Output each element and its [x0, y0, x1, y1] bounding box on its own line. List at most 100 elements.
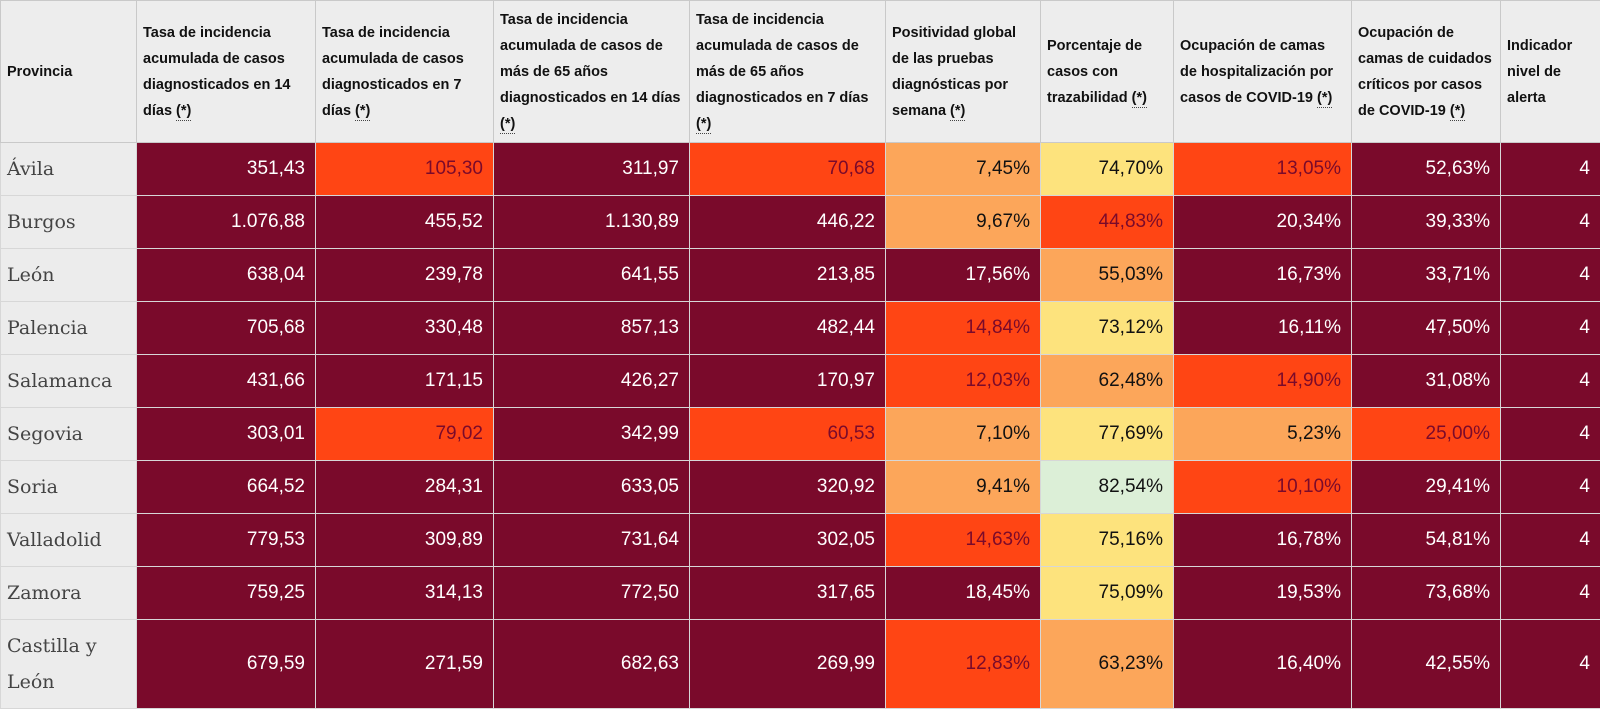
table-cell: 16,11% — [1173, 301, 1352, 355]
table-cell: 14,90% — [1173, 354, 1352, 408]
table-cell: 25,00% — [1351, 407, 1501, 461]
table-row: Salamanca 431,66 171,15 426,27 170,97 12,03% 6… — [0, 354, 1600, 408]
table-cell: 682,63 — [493, 619, 690, 709]
table-cell: 14,63% — [885, 513, 1041, 567]
header-incidencia-7d: Tasa de incidencia acumulada de casos di… — [315, 0, 494, 143]
table-cell: 47,50% — [1351, 301, 1501, 355]
table-cell: 5,23% — [1173, 407, 1352, 461]
province-name: Segovia — [0, 407, 137, 461]
province-name: Soria — [0, 460, 137, 514]
table-cell: 18,45% — [885, 566, 1041, 620]
table-row: Zamora 759,25 314,13 772,50 317,65 18,45% 75,0… — [0, 566, 1600, 620]
table-cell: 4 — [1500, 566, 1600, 620]
table-cell: 314,13 — [315, 566, 494, 620]
table-cell: 759,25 — [136, 566, 316, 620]
table-row: Ávila 351,43 105,30 311,97 70,68 7,45% 74,70% 1… — [0, 142, 1600, 196]
table-cell: 330,48 — [315, 301, 494, 355]
table-cell: 311,97 — [493, 142, 690, 196]
table-cell: 73,12% — [1040, 301, 1174, 355]
table-cell: 170,97 — [689, 354, 886, 408]
table-cell: 772,50 — [493, 566, 690, 620]
table-cell: 4 — [1500, 354, 1600, 408]
table-cell: 455,52 — [315, 195, 494, 249]
table-row: Castilla y León 679,59 271,59 682,63 269,99 1… — [0, 619, 1600, 709]
footnote-link[interactable]: (*) — [696, 115, 712, 134]
table-row: Palencia 705,68 330,48 857,13 482,44 14,84% 73… — [0, 301, 1600, 355]
table-cell: 7,10% — [885, 407, 1041, 461]
table-cell: 857,13 — [493, 301, 690, 355]
table-cell: 213,85 — [689, 248, 886, 302]
table-cell: 664,52 — [136, 460, 316, 514]
footnote-link[interactable]: (*) — [176, 102, 192, 121]
table-cell: 705,68 — [136, 301, 316, 355]
footnote-link[interactable]: (*) — [1131, 89, 1147, 108]
table-cell: 171,15 — [315, 354, 494, 408]
table-cell: 9,67% — [885, 195, 1041, 249]
table-cell: 54,81% — [1351, 513, 1501, 567]
table-cell: 33,71% — [1351, 248, 1501, 302]
table-cell: 317,65 — [689, 566, 886, 620]
table-cell: 13,05% — [1173, 142, 1352, 196]
table-cell: 4 — [1500, 619, 1600, 709]
table-cell: 29,41% — [1351, 460, 1501, 514]
table-cell: 9,41% — [885, 460, 1041, 514]
table-cell: 4 — [1500, 460, 1600, 514]
footnote-link[interactable]: (*) — [1317, 89, 1333, 108]
table-cell: 55,03% — [1040, 248, 1174, 302]
table-cell: 4 — [1500, 513, 1600, 567]
table-cell: 269,99 — [689, 619, 886, 709]
table-cell: 4 — [1500, 142, 1600, 196]
table-cell: 342,99 — [493, 407, 690, 461]
footnote-link[interactable]: (*) — [355, 102, 371, 121]
table-cell: 16,73% — [1173, 248, 1352, 302]
table-cell: 426,27 — [493, 354, 690, 408]
table-cell: 309,89 — [315, 513, 494, 567]
province-name: Ávila — [0, 142, 137, 196]
table-cell: 446,22 — [689, 195, 886, 249]
table-cell: 16,40% — [1173, 619, 1352, 709]
table-cell: 284,31 — [315, 460, 494, 514]
header-camas-criticos: Ocupación de camas de cuidados críticos … — [1351, 0, 1501, 143]
province-name: Salamanca — [0, 354, 137, 408]
table-cell: 75,09% — [1040, 566, 1174, 620]
table-cell: 638,04 — [136, 248, 316, 302]
table-cell: 679,59 — [136, 619, 316, 709]
table-cell: 77,69% — [1040, 407, 1174, 461]
table-row: Burgos 1.076,88 455,52 1.130,89 446,22 9,67% 4… — [0, 195, 1600, 249]
footnote-link[interactable]: (*) — [500, 115, 516, 134]
table-cell: 7,45% — [885, 142, 1041, 196]
table-cell: 641,55 — [493, 248, 690, 302]
table-cell: 74,70% — [1040, 142, 1174, 196]
province-name: Burgos — [0, 195, 137, 249]
table-cell: 271,59 — [315, 619, 494, 709]
table-row: Segovia 303,01 79,02 342,99 60,53 7,10% 77,69%… — [0, 407, 1600, 461]
header-positividad: Positividad global de las pruebas diagnó… — [885, 0, 1041, 143]
footnote-link[interactable]: (*) — [1449, 102, 1466, 121]
table-cell: 239,78 — [315, 248, 494, 302]
province-name: León — [0, 248, 137, 302]
table-body: Ávila 351,43 105,30 311,97 70,68 7,45% 74,70% 1… — [0, 142, 1600, 709]
table-cell: 482,44 — [689, 301, 886, 355]
table-cell: 14,84% — [885, 301, 1041, 355]
table-cell: 351,43 — [136, 142, 316, 196]
table-cell: 1.076,88 — [136, 195, 316, 249]
table-cell: 431,66 — [136, 354, 316, 408]
province-name: Palencia — [0, 301, 137, 355]
table-cell: 1.130,89 — [493, 195, 690, 249]
table-cell: 320,92 — [689, 460, 886, 514]
table-row: Soria 664,52 284,31 633,05 320,92 9,41% 82,54%… — [0, 460, 1600, 514]
table-cell: 39,33% — [1351, 195, 1501, 249]
table-row: Valladolid 779,53 309,89 731,64 302,05 14,63%… — [0, 513, 1600, 567]
table-cell: 4 — [1500, 195, 1600, 249]
table-cell: 42,55% — [1351, 619, 1501, 709]
table-cell: 4 — [1500, 301, 1600, 355]
header-incidencia-65-7d: Tasa de incidencia acumulada de casos de… — [689, 0, 886, 143]
table-cell: 105,30 — [315, 142, 494, 196]
province-name: Zamora — [0, 566, 137, 620]
table-cell: 10,10% — [1173, 460, 1352, 514]
table-row: León 638,04 239,78 641,55 213,85 17,56% 55,03%… — [0, 248, 1600, 302]
table-cell: 63,23% — [1040, 619, 1174, 709]
table-cell: 17,56% — [885, 248, 1041, 302]
footnote-link[interactable]: (*) — [950, 102, 966, 121]
